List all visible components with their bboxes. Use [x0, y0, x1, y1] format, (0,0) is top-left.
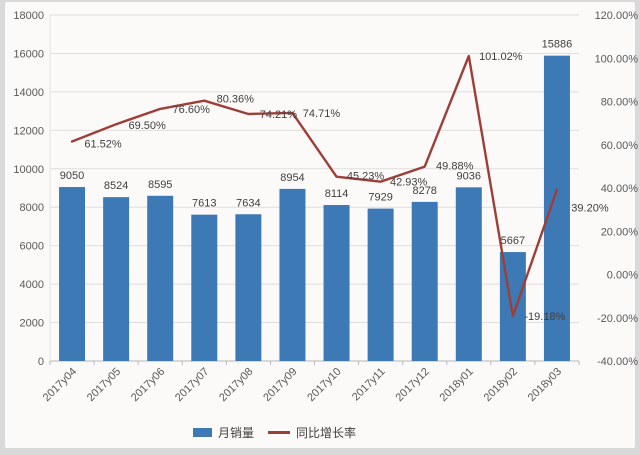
y-axis-tick-label: 18000 — [13, 10, 44, 22]
x-axis-tick-label: 2017y04 — [41, 366, 79, 404]
line-value-label: 49.88% — [436, 161, 474, 173]
y2-axis-tick-label: 20.00% — [601, 226, 639, 238]
x-axis-tick-label: 2017y12 — [393, 366, 431, 404]
bar-value-label: 7634 — [236, 197, 260, 209]
y2-axis-tick-label: 40.00% — [601, 183, 639, 195]
line-value-label: 42.93% — [390, 177, 428, 189]
bar-value-label: 8524 — [104, 180, 128, 192]
line-value-label: -19.18% — [524, 311, 565, 323]
y-axis-tick-label: 16000 — [13, 48, 44, 60]
y2-axis-tick-label: 0.00% — [607, 270, 638, 282]
line-value-label: 80.36% — [217, 94, 255, 106]
x-axis-tick-label: 2017y07 — [173, 366, 211, 404]
x-axis-tick-label: 2018y01 — [438, 366, 476, 404]
bar-value-label: 5667 — [501, 235, 525, 247]
y-axis-tick-label: 4000 — [20, 279, 44, 291]
bar — [543, 55, 570, 362]
y-axis-tick-label: 10000 — [13, 164, 44, 176]
bar — [279, 188, 306, 361]
x-axis-tick-label: 2017y08 — [217, 366, 255, 404]
y-axis-tick-label: 0 — [38, 356, 44, 368]
line-value-label: 74.71% — [303, 108, 341, 120]
bar-value-label: 8595 — [148, 179, 172, 191]
line-value-label: 39.20% — [571, 203, 609, 215]
line-value-label: 101.02% — [479, 51, 523, 63]
line-value-label: 45.23% — [347, 171, 385, 183]
bar-value-label: 15886 — [542, 39, 573, 51]
bar — [147, 195, 174, 361]
y-axis-tick-label: 14000 — [13, 87, 44, 99]
bar — [235, 214, 262, 361]
y-axis-tick-label: 12000 — [13, 125, 44, 137]
bar — [455, 187, 482, 361]
y-axis-tick-label: 2000 — [20, 318, 44, 330]
x-axis-tick-label: 2018y02 — [482, 366, 520, 404]
y2-axis-tick-label: -20.00% — [597, 313, 638, 325]
chart-legend: 月销量 同比增长率 — [193, 424, 356, 441]
bar-value-label: 9036 — [457, 170, 481, 182]
bar-value-label: 7613 — [192, 198, 216, 210]
bar — [367, 208, 394, 361]
legend-bar-label: 月销量 — [218, 426, 255, 440]
x-axis-tick-label: 2017y10 — [305, 366, 343, 404]
y2-axis-tick-label: 100.00% — [595, 53, 639, 65]
y-axis-tick-label: 8000 — [20, 202, 44, 214]
bar — [323, 205, 350, 361]
y-axis-tick-label: 6000 — [20, 241, 44, 253]
legend-bar-swatch-icon — [193, 428, 212, 437]
bar — [411, 201, 438, 361]
line-value-label: 74.21% — [260, 109, 298, 121]
bar — [59, 187, 86, 361]
y2-axis-tick-label: 120.00% — [595, 10, 639, 22]
x-axis-tick-label: 2017y11 — [350, 366, 388, 404]
bar — [103, 197, 130, 361]
x-axis-tick-label: 2017y09 — [261, 366, 299, 404]
bar-value-label: 9050 — [60, 170, 84, 182]
growth-line — [70, 54, 559, 318]
y2-axis-tick-label: 80.00% — [601, 97, 639, 109]
y2-axis-tick-label: 60.00% — [601, 140, 639, 152]
bar-value-label: 8114 — [325, 188, 349, 200]
bar-value-label: 7929 — [368, 192, 392, 204]
bar — [191, 214, 218, 361]
bar-value-label: 8278 — [412, 185, 436, 197]
line-value-label: 76.60% — [173, 104, 211, 116]
legend-line-swatch-icon — [268, 431, 291, 434]
line-value-label: 61.52% — [84, 138, 122, 150]
x-axis-tick-label: 2017y06 — [129, 366, 167, 404]
bar-value-label: 8954 — [280, 172, 304, 184]
line-value-label: 69.50% — [128, 120, 166, 132]
y2-axis-tick-label: -40.00% — [597, 356, 638, 368]
x-axis-tick-label: 2018y03 — [526, 366, 564, 404]
legend-line-label: 同比增长率 — [296, 426, 357, 440]
x-axis-tick-label: 2017y05 — [85, 366, 123, 404]
